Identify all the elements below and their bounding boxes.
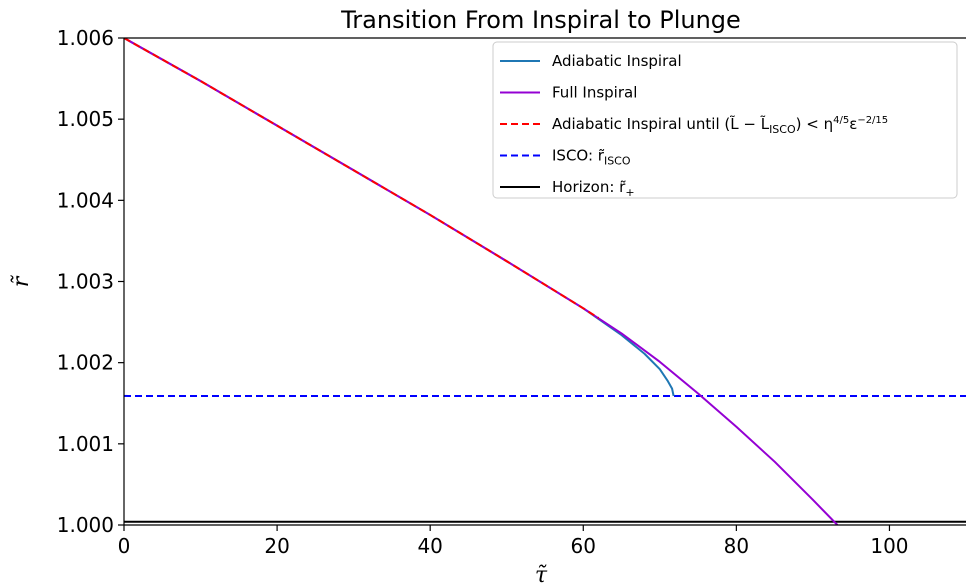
y-tick-label: 1.002	[57, 351, 114, 375]
x-tick-label: 40	[417, 534, 442, 558]
legend-label: Horizon: r̃+	[552, 178, 635, 199]
x-tick-label: 20	[264, 534, 289, 558]
x-tick-label: 100	[870, 534, 908, 558]
legend-label: Adiabatic Inspiral until (L̃ − L̃ISCO) <…	[552, 114, 888, 136]
y-tick-label: 1.001	[57, 432, 114, 456]
legend-box	[492, 41, 958, 199]
axes: 0 20 40 60 80 100 1.000 1.001 1.002 1.003 1.004 1.0…	[57, 26, 966, 558]
x-tick-label: 0	[118, 534, 131, 558]
legend-label: Adiabatic Inspiral	[552, 52, 682, 70]
plot-area	[124, 38, 966, 525]
y-tick-label: 1.005	[57, 107, 114, 131]
x-axis-label: τ̃	[535, 563, 548, 587]
x-tick-label: 60	[571, 534, 596, 558]
x-tick-label: 80	[724, 534, 749, 558]
legend-label: Full Inspiral	[552, 84, 637, 102]
y-tick-label: 1.003	[57, 270, 114, 294]
legend: Adiabatic Inspiral Full Inspiral Adiabatic…	[492, 41, 958, 199]
legend-label: ISCO: r̃ISCO	[552, 147, 631, 168]
y-axis-label: r̃	[9, 274, 34, 287]
y-tick-label: 1.000	[57, 513, 114, 537]
y-tick-label: 1.004	[57, 188, 114, 212]
y-tick-label: 1.006	[57, 26, 114, 50]
series-line-2	[124, 38, 600, 319]
chart-title: Transition From Inspiral to Plunge	[340, 6, 741, 34]
